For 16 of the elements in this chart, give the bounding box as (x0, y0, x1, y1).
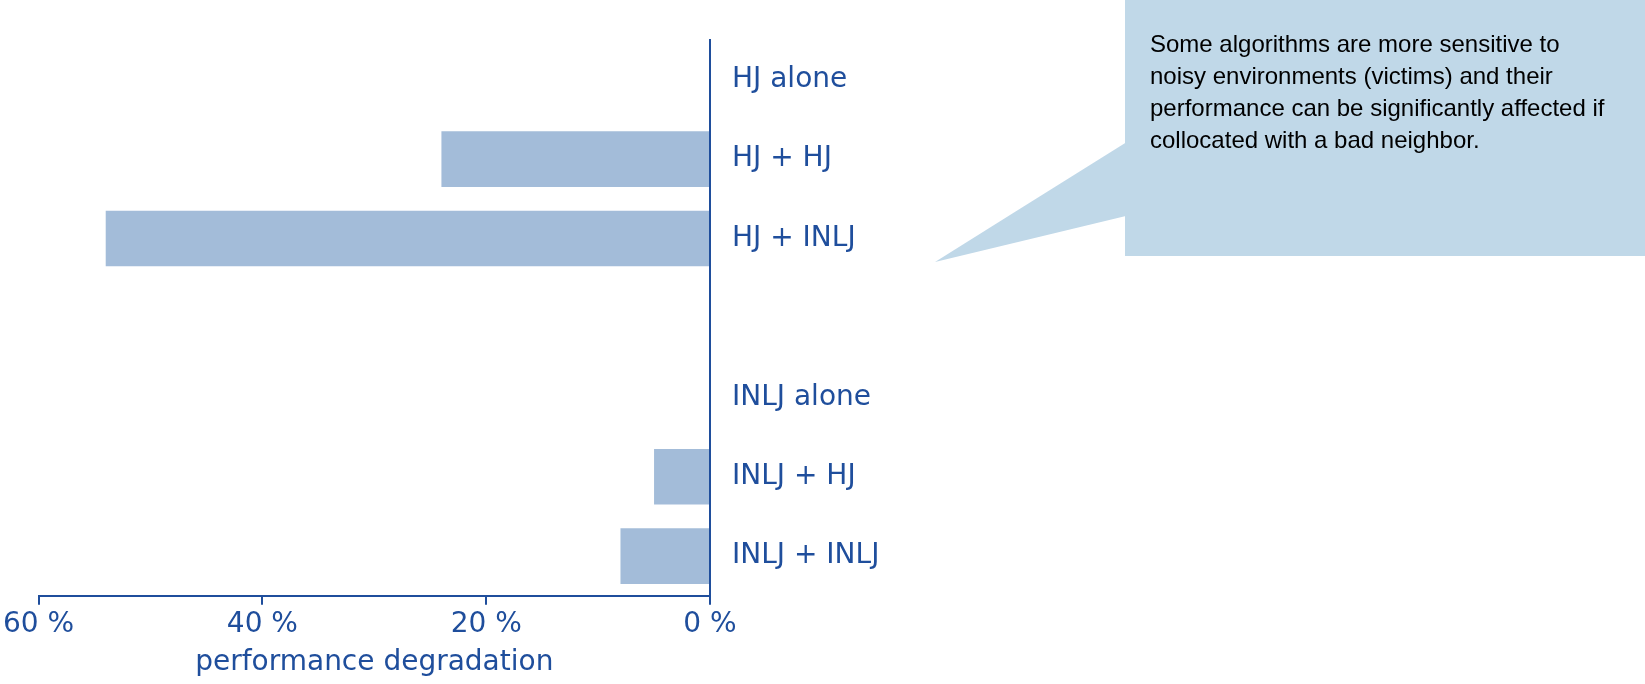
y-tick-label: HJ + HJ (732, 140, 832, 174)
x-tick-label: 0 % (683, 605, 737, 639)
y-tick-label: INLJ alone (732, 378, 872, 412)
bar (654, 448, 709, 505)
text: Some algorithms are more sensitive to noisy environments (victims) and their performance can be significantly affected if collocated with a bad neighbor. (1125, 0, 1645, 256)
bar (441, 131, 709, 187)
x-tick-label: 20 % (450, 605, 522, 639)
x-tick-label: 60 % (3, 605, 75, 639)
bar (620, 528, 709, 584)
x-tick-label: 40 % (226, 605, 298, 639)
x-axis-title: performance degradation (195, 644, 554, 678)
y-tick-label: HJ + INLJ (732, 219, 856, 253)
bar (105, 210, 709, 267)
y-tick-label: INLJ + INLJ (732, 537, 880, 571)
y-tick-label: INLJ + HJ (732, 457, 856, 491)
y-tick-label: HJ alone (732, 60, 848, 94)
